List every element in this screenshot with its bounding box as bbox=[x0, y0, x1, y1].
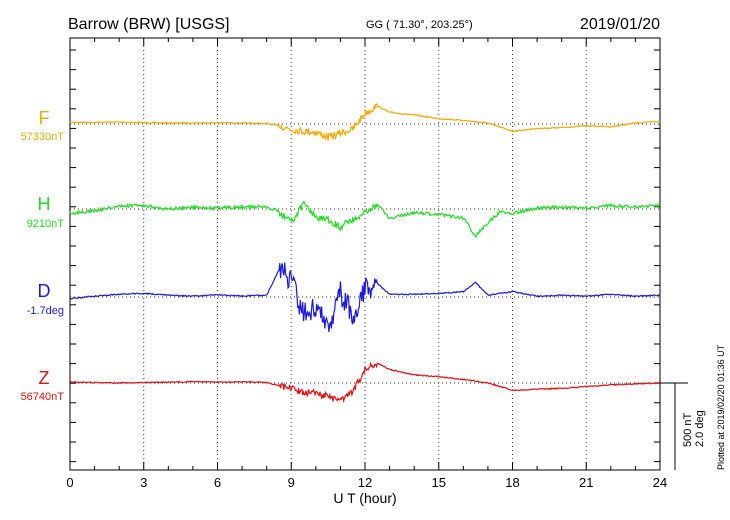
series-baseline-f: 57330nT bbox=[21, 131, 65, 143]
series-name-d: D bbox=[38, 281, 51, 301]
x-tick-label: 12 bbox=[358, 475, 372, 490]
vertical-grid bbox=[143, 38, 587, 470]
trace-z bbox=[69, 361, 661, 404]
x-tick-label: 0 bbox=[66, 475, 73, 490]
scale-bar: 500 nT 2.0 deg bbox=[660, 382, 706, 470]
y-ticks bbox=[70, 49, 660, 463]
x-tick-label: 3 bbox=[140, 475, 147, 490]
traces bbox=[69, 102, 661, 404]
trace-f bbox=[69, 102, 661, 141]
x-tick-label: 18 bbox=[505, 475, 519, 490]
series-name-f: F bbox=[39, 108, 50, 128]
x-tick-label: 24 bbox=[653, 475, 667, 490]
x-tick-label: 9 bbox=[288, 475, 295, 490]
x-tick-label: 15 bbox=[432, 475, 446, 490]
series-labels: F 57330nT H 9210nT D -1.7deg Z 56740nT bbox=[21, 108, 65, 403]
scale-nt-label: 500 nT bbox=[682, 412, 694, 447]
x-axis-label: U T (hour) bbox=[333, 490, 396, 506]
date-label: 2019/01/20 bbox=[580, 16, 660, 33]
trace-d bbox=[69, 262, 661, 333]
series-baseline-d: -1.7deg bbox=[27, 305, 64, 317]
trace-h bbox=[69, 200, 661, 238]
x-tick-label: 21 bbox=[579, 475, 593, 490]
x-ticks: 0 3 6 9 12 15 18 21 24 bbox=[66, 38, 667, 490]
plotted-at-note: Plotted at 2019/02/20 01:36 UT bbox=[716, 344, 726, 470]
series-baseline-z: 56740nT bbox=[21, 391, 65, 403]
scale-deg-label: 2.0 deg bbox=[694, 410, 706, 447]
series-name-h: H bbox=[38, 194, 51, 214]
coords-label: GG ( 71.30°, 203.25°) bbox=[366, 19, 473, 31]
station-title: Barrow (BRW) [USGS] bbox=[68, 16, 230, 33]
x-tick-label: 6 bbox=[214, 475, 221, 490]
series-baseline-h: 9210nT bbox=[27, 218, 65, 230]
series-name-z: Z bbox=[39, 368, 50, 388]
